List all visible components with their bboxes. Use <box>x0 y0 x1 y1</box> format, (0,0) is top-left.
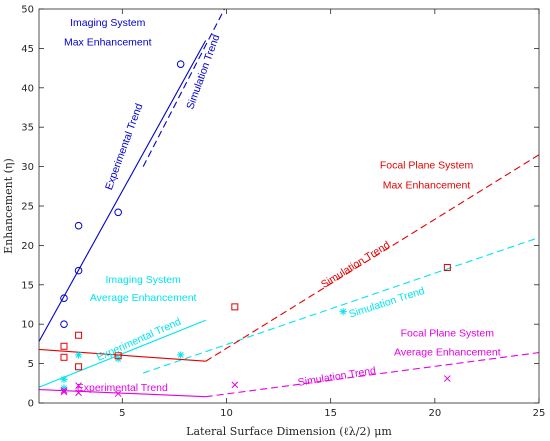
data-point-1-2 <box>74 351 83 359</box>
data-point-3-1 <box>60 387 68 394</box>
data-point-0-0 <box>60 320 68 329</box>
x-tick-label-10: 10 <box>220 408 233 419</box>
data-point-2-2 <box>75 363 83 371</box>
data-point-2-3 <box>75 331 83 339</box>
data-point-1-1 <box>60 375 68 383</box>
data-point-1-4 <box>177 351 185 359</box>
data-point-0-3 <box>74 221 83 230</box>
y-tick-label-45: 45 <box>21 44 34 55</box>
y-axis-title: Enhancement (η) <box>2 158 15 254</box>
y-tick-label-30: 30 <box>21 162 34 173</box>
data-point-3-3 <box>75 382 82 390</box>
imaging-max-label-1: Imaging System <box>70 17 146 29</box>
data-points <box>60 60 451 397</box>
y-tick-label-40: 40 <box>21 83 34 94</box>
y-tick-label-5: 5 <box>28 359 34 370</box>
imaging-avg-label-2: Average Enhancement <box>90 292 197 304</box>
data-point-2-6 <box>443 263 451 271</box>
trend-line-6 <box>38 389 206 398</box>
focal-avg-label-2: Average Enhancement <box>394 346 501 358</box>
data-point-3-2 <box>75 389 82 397</box>
x-axis-title: Lateral Surface Dimension (ℓλ/2) μm <box>186 425 392 438</box>
data-point-0-4 <box>114 208 122 217</box>
trend-line-1 <box>142 8 225 167</box>
focal-avg-label-1: Focal Plane System <box>401 327 495 339</box>
exp-trend-magenta-label: Experimental Trend <box>77 382 168 394</box>
y-tick-label-25: 25 <box>21 202 34 213</box>
data-point-3-6 <box>443 375 451 382</box>
data-point-1-5 <box>339 307 347 316</box>
data-point-0-1 <box>60 294 68 302</box>
trend-lines <box>38 8 540 398</box>
trend-line-2 <box>38 319 206 388</box>
y-tick-label-35: 35 <box>21 123 34 134</box>
data-point-0-2 <box>74 266 83 275</box>
plot-area <box>39 9 539 403</box>
data-point-0-5 <box>176 60 185 68</box>
data-point-3-4 <box>114 390 122 397</box>
y-tick-label-15: 15 <box>21 280 34 291</box>
axis-ticks: 5 10 15 20 25 0 5 10 15 20 25 30 35 40 45 50 <box>21 5 545 420</box>
y-tick-label-20: 20 <box>21 241 34 252</box>
x-tick-label-20: 20 <box>428 408 441 419</box>
data-point-2-1 <box>60 342 68 350</box>
data-point-2-5 <box>231 303 239 311</box>
trend-line-7 <box>205 352 540 398</box>
focal-max-label-1: Focal Plane System <box>380 160 474 172</box>
data-point-2-0 <box>60 353 68 361</box>
imaging-avg-label-1: Imaging System <box>106 274 182 286</box>
focal-max-label-2: Max Enhancement <box>383 179 471 191</box>
trend-line-4 <box>38 348 206 362</box>
trend-line-3 <box>142 236 540 374</box>
x-tick-label-15: 15 <box>324 408 337 419</box>
data-point-3-5 <box>231 381 239 389</box>
data-point-1-0 <box>60 384 68 392</box>
trend-line-0 <box>38 40 207 342</box>
data-point-2-4 <box>114 352 122 360</box>
y-tick-label-50: 50 <box>21 5 34 16</box>
imaging-max-label-2: Max Enhancement <box>64 37 152 49</box>
y-tick-label-0: 0 <box>28 399 34 410</box>
x-tick-label-25: 25 <box>533 408 546 419</box>
x-tick-label-5: 5 <box>119 408 125 419</box>
y-tick-label-10: 10 <box>21 320 34 331</box>
data-point-3-0 <box>60 388 68 396</box>
